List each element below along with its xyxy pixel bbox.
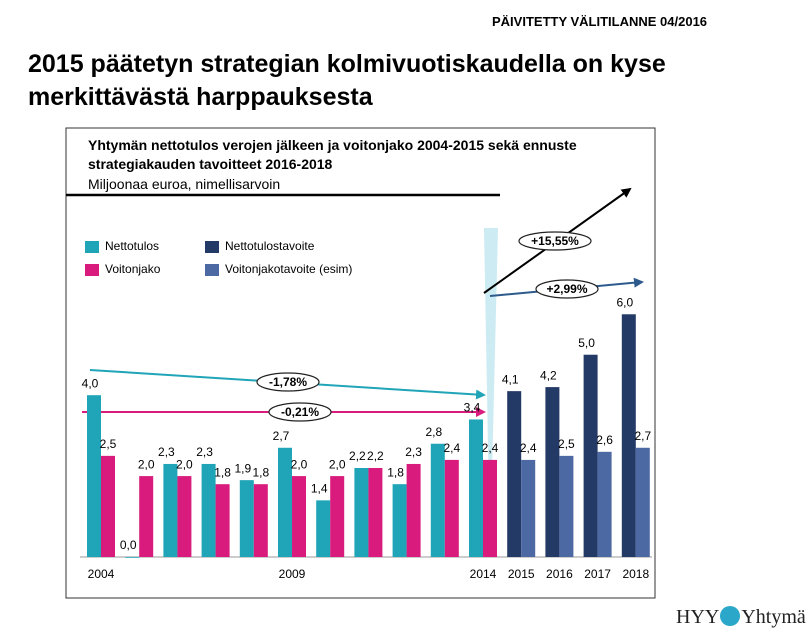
legend-label: Nettotulos — [105, 239, 159, 253]
annotation: +15,55% — [531, 234, 579, 248]
value-label: 4,0 — [82, 376, 99, 390]
logo-icon — [720, 606, 740, 626]
bar — [559, 456, 573, 557]
legend-label: Voitonjako — [105, 262, 161, 276]
value-label: 2,8 — [425, 425, 442, 439]
value-label: 1,8 — [387, 465, 404, 479]
header: PÄIVITETTY VÄLITILANNE 04/2016 — [492, 14, 707, 29]
bar — [177, 476, 191, 557]
value-label: 2,4 — [520, 441, 537, 455]
bar — [139, 476, 153, 557]
x-tick-label: 2004 — [88, 567, 115, 581]
bar — [354, 468, 368, 557]
bar — [636, 448, 650, 557]
value-label: 2,7 — [273, 429, 290, 443]
value-label: 2,3 — [405, 445, 422, 459]
value-label: 1,4 — [311, 482, 328, 496]
bar — [393, 484, 407, 557]
bar — [163, 464, 177, 557]
bar — [507, 391, 521, 557]
bar — [87, 395, 101, 557]
bar — [545, 387, 559, 557]
value-label: 1,8 — [252, 465, 269, 479]
value-label: 0,0 — [120, 538, 137, 552]
bar — [292, 476, 306, 557]
bar — [483, 460, 497, 557]
bar — [407, 464, 421, 557]
value-label: 2,2 — [367, 449, 384, 463]
x-tick-label: 2017 — [584, 567, 611, 581]
bar — [445, 460, 459, 557]
x-tick-label: 2014 — [470, 567, 497, 581]
value-label: 3,4 — [464, 401, 481, 415]
logo: HYY Yhtymä — [676, 606, 806, 629]
value-label: 2,5 — [558, 437, 575, 451]
slide-title: 2015 päätetyn strategian kolmivuotiskaud… — [28, 48, 768, 114]
legend-label: Voitonjakotavoite (esim) — [225, 262, 352, 276]
value-label: 2,4 — [482, 441, 499, 455]
value-label: 2,3 — [196, 445, 213, 459]
bar — [216, 484, 230, 557]
chart-title: Yhtymän nettotulos verojen jälkeen ja vo… — [88, 136, 658, 174]
value-label: 2,0 — [291, 457, 308, 471]
x-tick-label: 2015 — [508, 567, 535, 581]
bar — [101, 456, 115, 557]
legend-label: Nettotulostavoite — [225, 239, 315, 253]
value-label: 2,7 — [634, 429, 651, 443]
annotation: -1,78% — [269, 375, 307, 389]
value-label: 6,0 — [616, 295, 633, 309]
value-label: 4,2 — [540, 368, 557, 382]
legend-swatch — [85, 241, 99, 253]
bar — [316, 500, 330, 557]
value-label: 2,4 — [443, 441, 460, 455]
chart-subtitle: Miljoonaa euroa, nimellisarvoin — [88, 176, 280, 192]
value-label: 1,8 — [214, 465, 231, 479]
value-label: 2,0 — [329, 457, 346, 471]
value-label: 2,0 — [176, 457, 193, 471]
value-label: 2,5 — [100, 437, 117, 451]
bar — [469, 419, 483, 557]
value-label: 2,2 — [349, 449, 366, 463]
bar — [598, 452, 612, 557]
bar — [431, 444, 445, 557]
x-tick-label: 2016 — [546, 567, 573, 581]
logo-text: Yhtymä — [741, 606, 805, 628]
legend-swatch — [205, 264, 219, 276]
annotation: +2,99% — [546, 282, 587, 296]
bar — [584, 355, 598, 557]
logo-text: HYY — [676, 606, 719, 628]
value-label: 2,0 — [138, 457, 155, 471]
value-label: 4,1 — [502, 372, 519, 386]
bar — [368, 468, 382, 557]
annotation: -0,21% — [281, 405, 319, 419]
legend-swatch — [205, 241, 219, 253]
bar — [521, 460, 535, 557]
bar — [254, 484, 268, 557]
value-label: 5,0 — [578, 336, 595, 350]
bar — [125, 557, 139, 558]
value-label: 2,6 — [596, 433, 613, 447]
bar — [240, 480, 254, 557]
legend-swatch — [85, 264, 99, 276]
bar — [330, 476, 344, 557]
value-label: 2,3 — [158, 445, 175, 459]
value-label: 1,9 — [234, 461, 251, 475]
x-tick-label: 2009 — [279, 567, 306, 581]
x-tick-label: 2018 — [622, 567, 649, 581]
